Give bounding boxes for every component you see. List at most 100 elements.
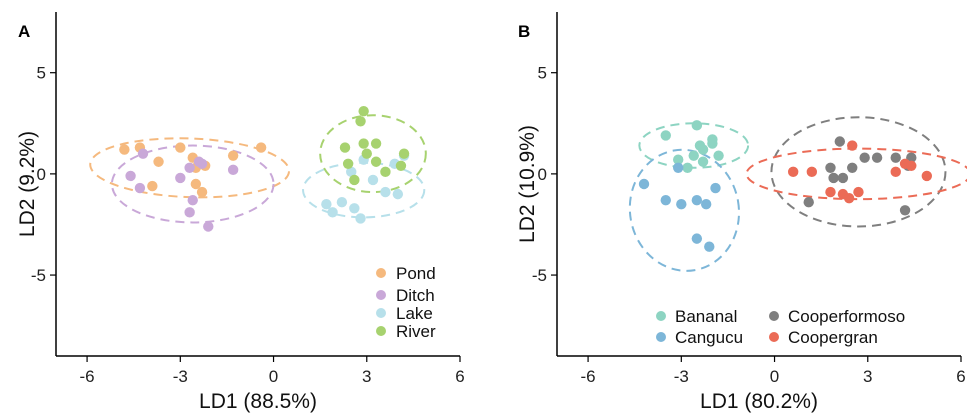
point-cooperformoso: [899, 205, 911, 216]
point-bananal: [660, 130, 671, 141]
panel-b-y-tick-label: -5: [532, 266, 547, 285]
point-pond: [175, 142, 186, 153]
point-lake: [346, 166, 357, 178]
point-bananal: [682, 162, 693, 174]
panel-a-y-tick-label: 0: [37, 165, 46, 184]
legend-label-bananal: Bananal: [675, 307, 737, 326]
point-lake: [321, 199, 332, 210]
point-cangucu: [638, 178, 650, 190]
panel-a-ticks: -6 -3 0 3 6 -5 0 5: [31, 64, 465, 386]
point-cooperformoso: [837, 172, 849, 184]
point-cangucu: [676, 199, 687, 210]
point-cooperformoso: [871, 152, 883, 163]
point-lake: [327, 207, 338, 218]
point-river: [380, 166, 391, 178]
point-ditch: [134, 182, 146, 194]
point-coopergran: [847, 140, 858, 151]
legend-marker-cooperformoso: [769, 311, 779, 321]
panel-a-x-tick-label: -3: [173, 367, 188, 386]
point-bananal: [673, 154, 684, 165]
point-ditch: [175, 172, 186, 184]
point-river: [342, 158, 354, 169]
panel-a-x-tick-label: 6: [455, 367, 464, 386]
point-river: [370, 156, 382, 167]
point-pond: [147, 180, 158, 192]
ellipse-cangucu: [628, 148, 741, 272]
point-bananal: [707, 134, 718, 145]
point-coopergran: [806, 166, 818, 178]
panel-a-x-tick-label: 3: [362, 367, 371, 386]
panel-b-legend: Bananal Cangucu Cooperformoso Coopergran: [656, 307, 905, 347]
legend-label-cooperformoso: Cooperformoso: [788, 307, 905, 326]
point-river: [370, 138, 382, 149]
panel-a-x-axis-title: LD1 (88.5%): [199, 390, 317, 413]
point-ditch: [137, 148, 149, 159]
legend-marker-bananal: [656, 311, 666, 321]
point-ditch: [184, 207, 195, 218]
legend-label-lake: Lake: [396, 304, 433, 323]
panel-b-x-tick-label: 0: [770, 367, 779, 386]
point-cooperformoso: [825, 162, 836, 174]
point-river: [358, 105, 369, 117]
panel-a-x-tick-label: 0: [269, 367, 278, 386]
point-bananal: [697, 144, 709, 155]
legend-marker-lake: [376, 308, 386, 318]
point-pond: [196, 186, 208, 198]
point-cangucu: [710, 182, 721, 194]
point-pond: [190, 178, 202, 190]
ellipse-ditch: [110, 144, 275, 224]
legend-label-ditch: Ditch: [396, 286, 435, 305]
panel-a-y-axis-title: LD2 (9.2%): [16, 131, 39, 237]
point-river: [398, 148, 410, 159]
point-cangucu: [700, 199, 712, 210]
panel-b-x-tick-label: 3: [863, 367, 872, 386]
point-pond: [119, 144, 130, 155]
point-coopergran: [825, 186, 836, 198]
panel-a-label: A: [18, 22, 30, 41]
legend-label-river: River: [396, 322, 436, 341]
point-river: [339, 142, 351, 153]
legend-label-coopergran: Coopergran: [788, 328, 878, 347]
point-pond: [227, 150, 239, 161]
point-river: [358, 138, 369, 149]
point-coopergran: [843, 192, 855, 204]
point-cooperformoso: [828, 172, 839, 184]
legend-marker-coopergran: [769, 332, 779, 342]
point-bananal: [691, 120, 703, 131]
point-bananal: [697, 156, 709, 167]
point-lake: [367, 174, 379, 186]
point-cangucu: [691, 233, 703, 244]
point-ditch: [184, 162, 195, 174]
point-cooperformoso: [890, 152, 901, 163]
panel-b-plot-area: [628, 116, 967, 272]
point-ditch: [203, 221, 214, 232]
point-coopergran: [890, 166, 901, 178]
ellipse-lake: [302, 161, 426, 219]
ellipse-bananal: [638, 122, 750, 169]
panel-b-x-tick-label: 6: [956, 367, 965, 386]
panel-a-y-tick-label: -5: [31, 266, 46, 285]
point-river: [355, 116, 366, 127]
point-cangucu: [660, 194, 671, 206]
panel-b-x-tick-label: -3: [674, 367, 689, 386]
point-coopergran: [921, 170, 933, 182]
legend-marker-ditch: [376, 290, 386, 300]
point-lake: [336, 197, 348, 208]
legend-label-cangucu: Cangucu: [675, 328, 743, 347]
panel-b-y-tick-label: 5: [538, 64, 547, 83]
point-bananal: [688, 150, 699, 161]
point-pond: [255, 142, 267, 153]
panel-b-x-axis-title: LD1 (80.2%): [700, 390, 818, 413]
point-coopergran: [853, 186, 864, 198]
point-river: [349, 174, 360, 186]
panel-b-y-axis-title: LD2 (10.9%): [516, 125, 539, 243]
legend-marker-river: [376, 326, 386, 336]
point-cangucu: [704, 241, 715, 252]
legend-label-pond: Pond: [396, 264, 436, 283]
panel-a-legend: Pond Ditch Lake River: [376, 264, 436, 341]
point-river: [395, 160, 407, 171]
point-cooperformoso: [834, 136, 845, 147]
point-ditch: [125, 170, 136, 182]
point-pond: [153, 156, 164, 167]
